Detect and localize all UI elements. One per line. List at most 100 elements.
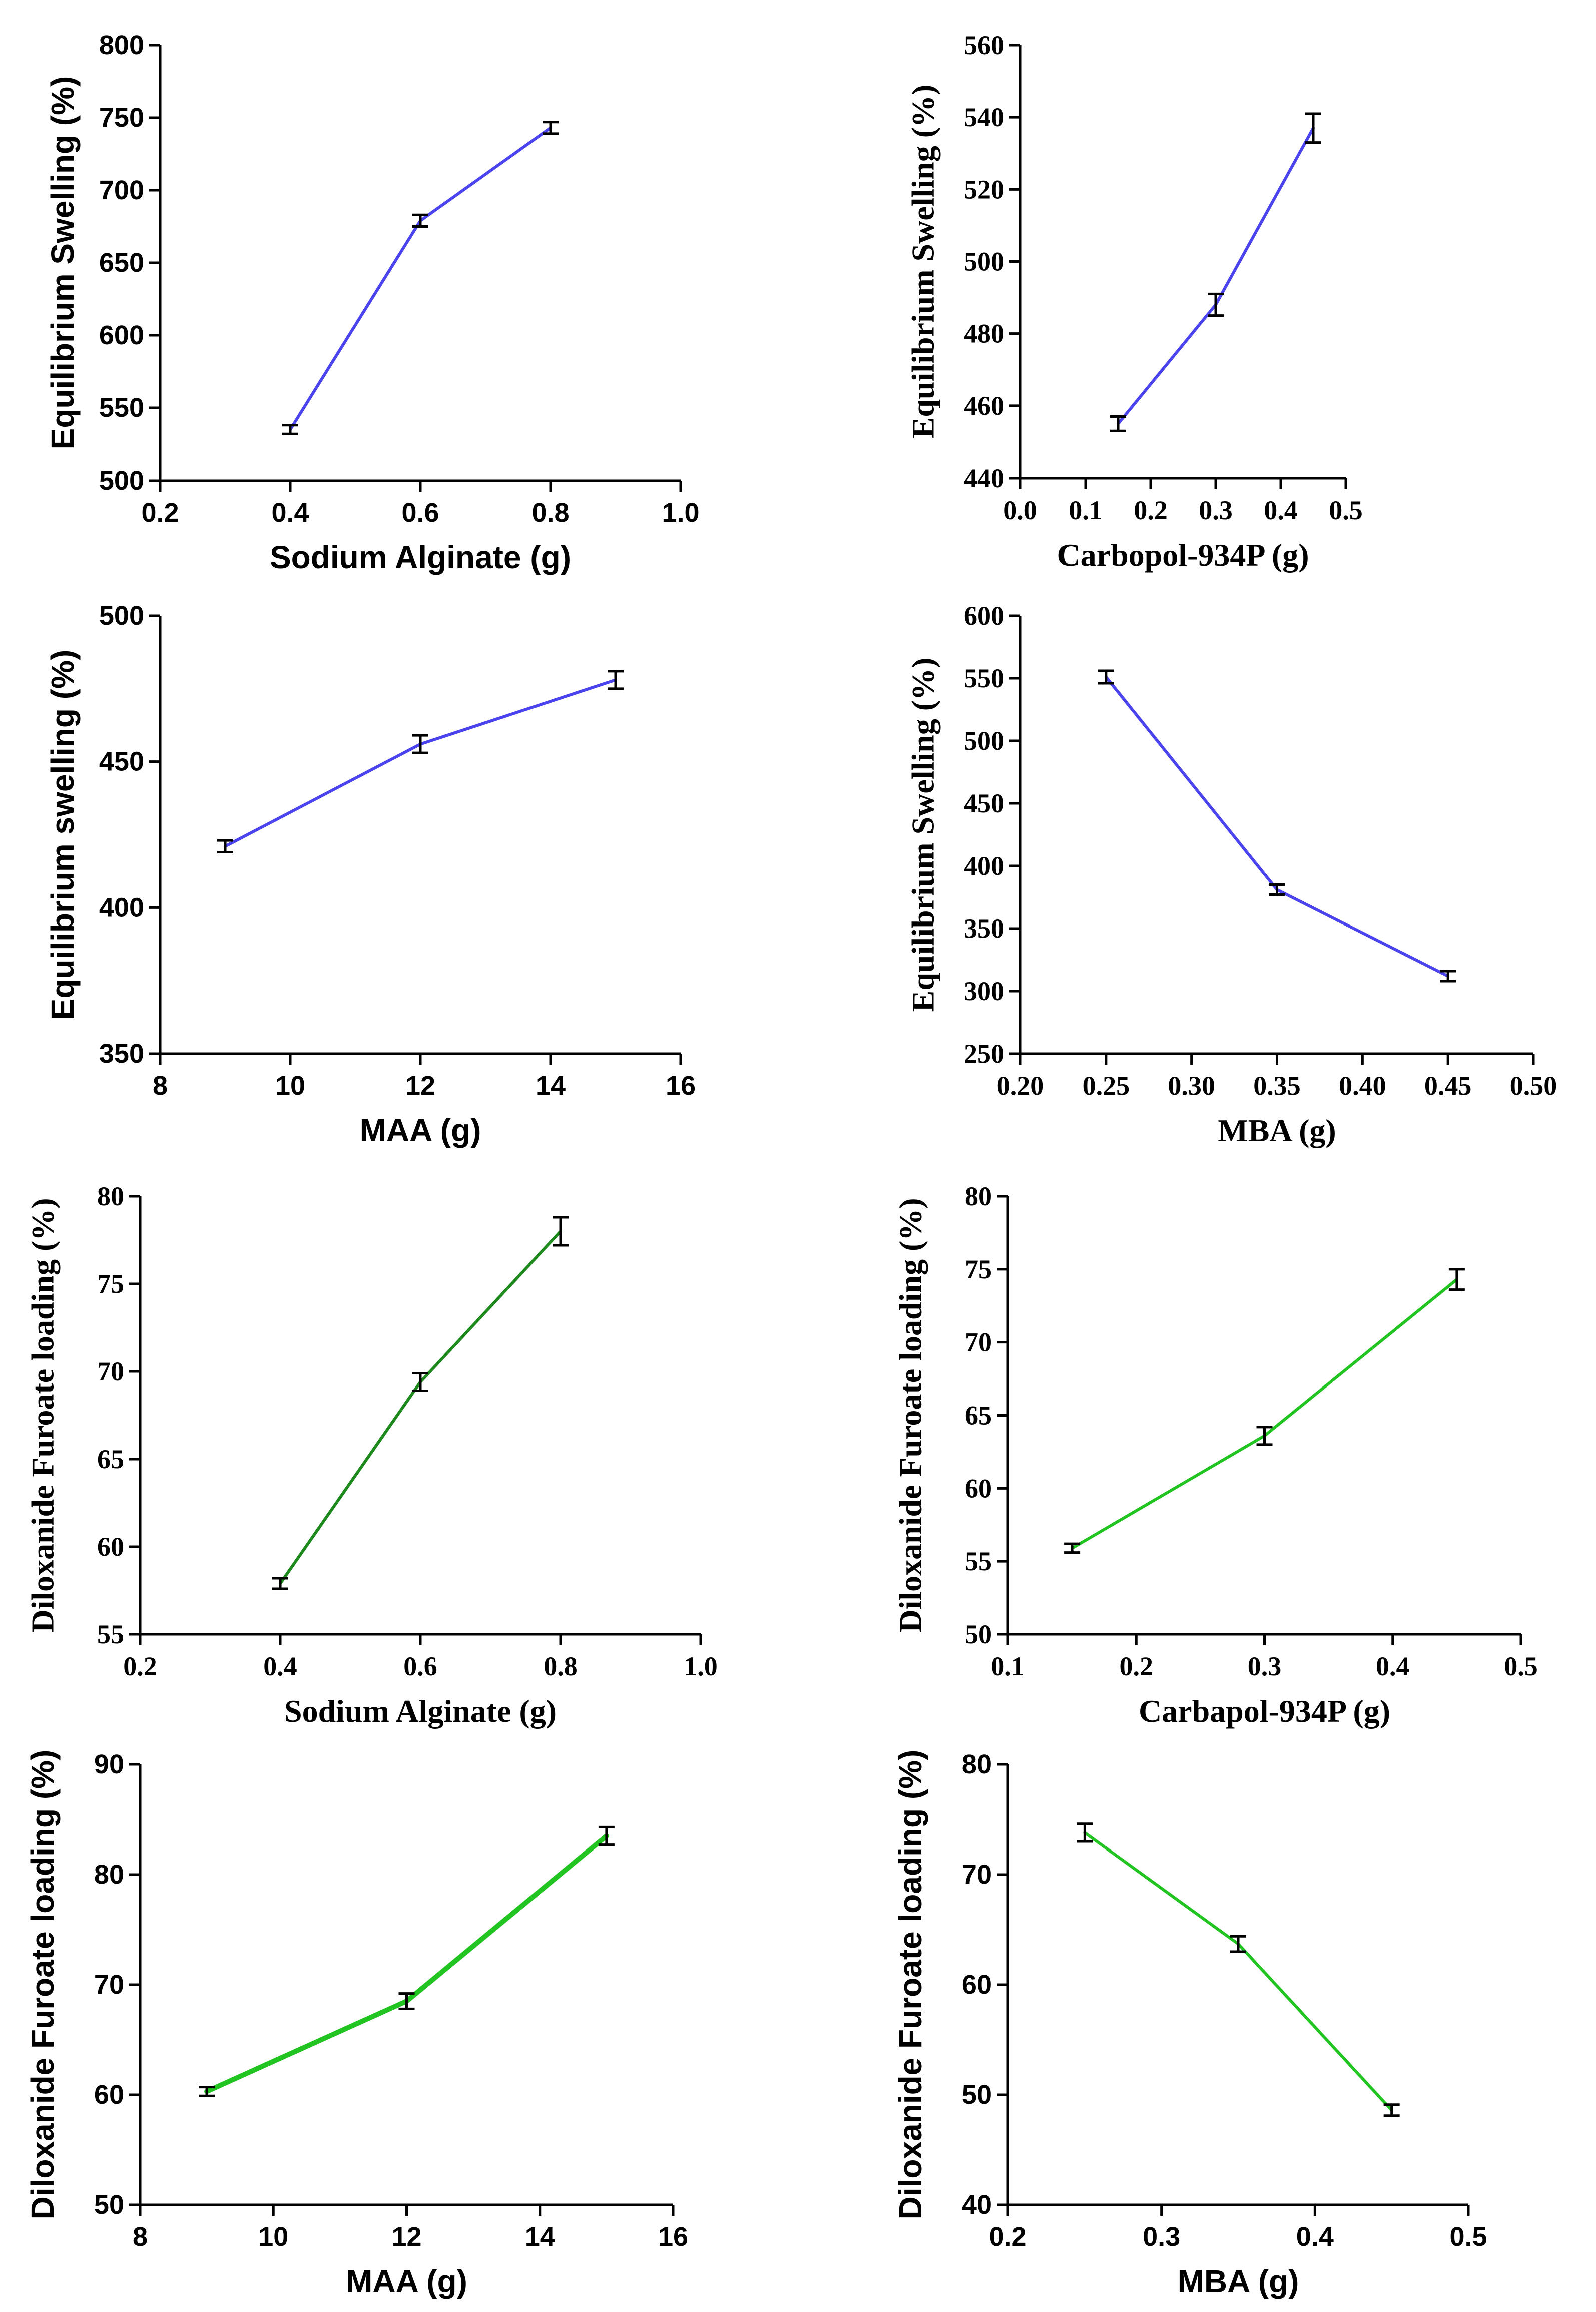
series-line-segment — [1214, 126, 1315, 306]
chart-panel-5-loading-vs-sodium-alginate: 55 60 65 70 75 80 0.2 0.4 0.6 0.8 1.0 Sodium Algina… — [25, 1181, 718, 1729]
x-tick-label: 0.5 — [1504, 1651, 1538, 1681]
x-tick-label: 0.3 — [1143, 2222, 1180, 2252]
x-axis-title: MAA (g) — [346, 2263, 467, 2299]
x-tick-label: 0.4 — [271, 498, 309, 528]
y-tick-label: 400 — [964, 851, 1004, 881]
x-tick-label: 1.0 — [684, 1651, 718, 1681]
x-tick-label: 10 — [275, 1071, 305, 1101]
y-tick-label: 70 — [94, 1970, 124, 2000]
x-tick-label: 0.2 — [1120, 1651, 1154, 1681]
x-tick-label: 0.30 — [1168, 1071, 1215, 1101]
data-point-error-bar — [1383, 2103, 1400, 2117]
data-point-error-bar — [199, 2086, 215, 2097]
data-point-error-bar — [282, 424, 298, 435]
y-tick-label: 460 — [964, 391, 1004, 421]
data-point-error-bar — [1440, 970, 1456, 983]
y-tick-label: 300 — [964, 976, 1004, 1006]
y-axis-title: Diloxanide Furoate loading (%) — [25, 1198, 61, 1632]
y-tick-label: 750 — [99, 103, 144, 133]
y-tick-label: 50 — [965, 1619, 992, 1649]
y-tick-label: 450 — [964, 788, 1004, 818]
y-tick-label: 75 — [965, 1254, 992, 1284]
data-point-error-bar — [598, 1825, 615, 1846]
data-point-error-bar — [272, 1577, 288, 1590]
series-line-segment — [204, 1999, 409, 2094]
y-axis-title: Diloxanide Furoate loading (%) — [892, 1750, 928, 2220]
x-tick-label: 16 — [658, 2222, 688, 2252]
y-tick-label: 400 — [99, 892, 144, 922]
y-tick-label: 60 — [962, 1970, 992, 2000]
data-point-error-bar — [1230, 1935, 1246, 1953]
x-tick-label: 16 — [666, 1071, 696, 1101]
data-point-error-bar — [412, 213, 428, 228]
series-line-segment — [404, 1833, 609, 2004]
data-point-error-bar — [1305, 112, 1321, 144]
x-tick-label: 0.2 — [1134, 495, 1168, 525]
y-tick-label: 65 — [965, 1401, 992, 1431]
x-tick-label: 0.6 — [403, 1651, 437, 1681]
x-tick-label: 0.1 — [1069, 495, 1103, 525]
x-tick-label: 0.5 — [1449, 2222, 1487, 2252]
data-point-error-bar — [1077, 1822, 1093, 1843]
series-line-segment — [419, 1230, 562, 1383]
x-tick-label: 0.2 — [141, 498, 179, 528]
x-axis-title: MBA (g) — [1178, 2263, 1299, 2299]
y-tick-label: 250 — [964, 1039, 1004, 1069]
series-line-segment — [289, 219, 422, 431]
y-axis-title: Diloxanide Furoate loading (%) — [25, 1750, 61, 2220]
y-tick-label: 55 — [97, 1619, 124, 1649]
data-point-error-bar — [1208, 292, 1224, 317]
data-point-error-bar — [412, 734, 428, 754]
y-tick-label: 480 — [964, 319, 1004, 349]
x-tick-label: 0.2 — [989, 2222, 1026, 2252]
x-tick-label: 0.35 — [1253, 1071, 1301, 1101]
series-line-segment — [279, 1380, 422, 1585]
chart-panel-4-swelling-vs-mba: 250 300 350 400 450 500 550 600 0.20 0.25 0.30 0.35… — [905, 601, 1557, 1148]
x-tick-label: 12 — [405, 1071, 435, 1101]
series-line-segment — [1275, 888, 1450, 978]
y-axis-title: Equilibrium Swelling (%) — [905, 658, 941, 1012]
x-tick-label: 0.4 — [263, 1651, 297, 1681]
x-tick-label: 0.3 — [1199, 495, 1233, 525]
x-tick-label: 1.0 — [662, 498, 699, 528]
chart-panel-3-swelling-vs-maa: 350 400 450 500 8 10 12 14 16 MAA (g) Equilibrium … — [45, 601, 696, 1148]
y-tick-label: 65 — [97, 1444, 124, 1474]
y-tick-label: 800 — [99, 30, 144, 60]
x-tick-label: 0.8 — [531, 498, 569, 528]
x-tick-label: 0.50 — [1510, 1071, 1557, 1101]
x-tick-label: 10 — [258, 2222, 288, 2252]
data-point-error-bar — [1269, 883, 1285, 896]
y-tick-label: 75 — [97, 1269, 124, 1299]
y-tick-label: 520 — [964, 174, 1004, 204]
y-tick-label: 80 — [94, 1860, 124, 1890]
y-tick-label: 500 — [964, 726, 1004, 756]
y-tick-label: 500 — [99, 466, 144, 496]
y-tick-label: 540 — [964, 102, 1004, 132]
data-point-error-bar — [1098, 669, 1114, 685]
y-tick-label: 700 — [99, 175, 144, 205]
series-line-segment — [1104, 675, 1279, 891]
data-point-error-bar — [543, 121, 559, 135]
y-tick-label: 80 — [97, 1181, 124, 1211]
series-line-segment — [1083, 1831, 1240, 1946]
x-tick-label: 0.45 — [1424, 1071, 1472, 1101]
y-tick-label: 60 — [94, 2080, 124, 2110]
y-tick-label: 450 — [99, 747, 144, 777]
y-tick-label: 70 — [965, 1327, 992, 1357]
x-axis-title: MAA (g) — [360, 1112, 481, 1148]
y-tick-label: 350 — [964, 913, 1004, 944]
x-tick-label: 12 — [391, 2222, 421, 2252]
chart-panel-2-swelling-vs-carbopol: 440 460 480 500 520 540 560 0.0 0.1 0.2 0.3 0.4 0.5 C… — [905, 30, 1363, 573]
data-point-error-bar — [412, 1372, 428, 1392]
y-tick-label: 560 — [964, 30, 1004, 60]
x-axis-title: Carbopol-934P (g) — [1057, 537, 1309, 573]
series-line-segment — [1071, 1434, 1266, 1550]
x-tick-label: 0.2 — [123, 1651, 157, 1681]
y-tick-label: 60 — [97, 1532, 124, 1562]
x-tick-label: 0.6 — [401, 498, 439, 528]
series-line-segment — [1117, 303, 1217, 425]
y-tick-label: 550 — [964, 663, 1004, 693]
y-tick-label: 500 — [964, 247, 1004, 277]
x-tick-label: 0.4 — [1264, 495, 1298, 525]
x-tick-label: 0.4 — [1296, 2222, 1334, 2252]
